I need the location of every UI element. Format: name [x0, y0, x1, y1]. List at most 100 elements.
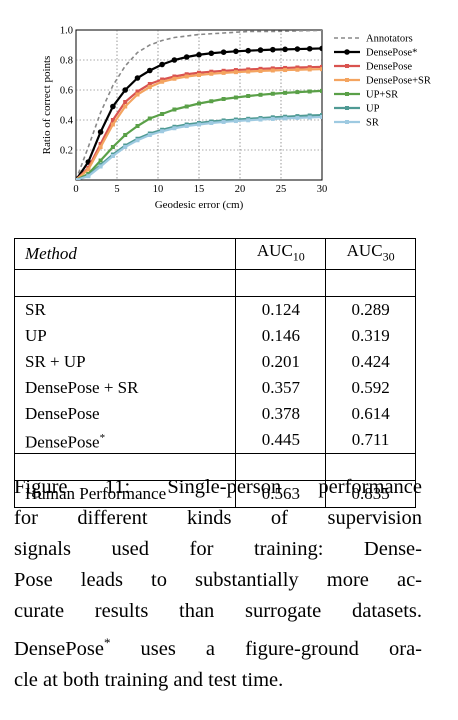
header-method: Method — [13, 238, 236, 270]
data-point — [257, 47, 264, 53]
table-spacer — [13, 269, 416, 297]
data-point — [184, 124, 189, 128]
data-point — [283, 68, 288, 73]
data-point — [246, 118, 251, 123]
header-auc10-label: AUC — [256, 241, 293, 261]
legend-marker — [345, 92, 349, 96]
caption-line6-rest: uses a figure-ground ora- — [110, 637, 422, 660]
data-point — [270, 116, 275, 121]
data-point — [220, 49, 227, 55]
data-point — [270, 46, 276, 53]
data-point — [233, 48, 239, 55]
data-point — [320, 88, 322, 93]
legend-marker — [345, 78, 349, 82]
data-point — [123, 104, 128, 109]
data-point — [306, 45, 313, 52]
caption-densepose: DensePose — [14, 637, 104, 660]
data-point — [295, 67, 300, 72]
data-point — [221, 119, 226, 124]
data-point — [110, 103, 116, 110]
data-point — [320, 64, 322, 69]
data-point — [209, 99, 214, 104]
row-auc10: 0.357 — [235, 375, 326, 401]
y-tick-label: 0.2 — [60, 146, 73, 157]
caption-line: cle at both training and test time. — [14, 668, 284, 691]
x-tick-label: 0 — [73, 184, 78, 195]
data-point — [282, 46, 288, 53]
data-point — [110, 118, 115, 122]
data-point — [221, 70, 226, 75]
row-auc30: 0.289 — [325, 296, 416, 323]
data-point — [258, 92, 263, 97]
data-point — [171, 57, 178, 63]
caption-line: for different kinds of supervision — [14, 507, 422, 529]
data-point — [270, 66, 275, 71]
results-table: Method AUC10 AUC30 SR 0.124 0.289 UP 0.1… — [13, 238, 416, 508]
data-point — [295, 65, 300, 70]
x-tick-labels: 0 5 10 15 20 25 30 — [73, 184, 327, 195]
data-point — [98, 158, 103, 163]
data-point — [147, 116, 152, 121]
row-auc30: 0.614 — [325, 401, 416, 427]
data-point — [86, 167, 91, 172]
footer-method: Human Performance — [13, 480, 236, 508]
data-point — [183, 54, 190, 60]
y-tick-label: 0.4 — [60, 116, 74, 127]
data-point — [221, 97, 226, 101]
legend-label: Annotators — [366, 34, 413, 45]
table-header-row: Method AUC10 AUC30 — [13, 238, 416, 270]
data-point — [98, 142, 103, 146]
data-point — [258, 68, 263, 73]
y-tick-labels: 0.2 0.4 0.6 0.8 1.0 — [60, 26, 74, 157]
performance-chart: 0 5 10 15 20 25 30 0.2 0.4 0.6 0.8 1.0 Geodesic er… — [41, 26, 431, 212]
caption-line: Figure 11: Single-person performance — [14, 476, 422, 498]
data-point — [98, 145, 103, 149]
data-point — [172, 74, 177, 79]
data-point — [283, 65, 288, 70]
legend-marker — [345, 64, 349, 68]
legend-label: DensePose — [366, 62, 412, 73]
x-tick-label: 30 — [317, 184, 328, 195]
data-point — [159, 61, 165, 68]
legend-marker — [344, 49, 350, 55]
data-point — [209, 71, 214, 76]
data-point — [135, 89, 140, 94]
legend-label: DensePose+SR — [366, 76, 431, 87]
row-method: SR + UP — [13, 349, 236, 375]
data-point — [123, 100, 128, 104]
row-method-sup: * — [99, 431, 106, 444]
data-point — [122, 87, 128, 93]
header-auc30-label: AUC — [346, 241, 383, 261]
data-point — [160, 129, 165, 134]
data-point — [97, 129, 104, 135]
data-point — [147, 133, 152, 137]
data-point — [233, 68, 238, 73]
caption-line: Pose leads to substantially more ac- — [14, 569, 422, 591]
row-auc30: 0.711 — [325, 427, 416, 454]
data-point — [147, 85, 152, 89]
data-point — [295, 90, 300, 95]
data-point — [184, 74, 189, 79]
footer-auc10: 0.563 — [235, 480, 326, 508]
x-tick-label: 5 — [114, 184, 119, 195]
table-row: DensePose + SR 0.357 0.592 — [13, 375, 416, 401]
data-point — [294, 46, 301, 52]
table-spacer — [13, 453, 416, 481]
data-point — [135, 138, 140, 143]
data-point — [147, 67, 153, 74]
data-point — [283, 116, 288, 121]
data-point — [246, 94, 251, 98]
data-point — [172, 107, 177, 112]
data-point — [172, 126, 177, 131]
data-point — [134, 75, 141, 81]
data-point — [270, 91, 275, 96]
header-auc10-sub: 10 — [292, 249, 305, 264]
y-tick-label: 0.8 — [60, 56, 73, 67]
table-row: SR 0.124 0.289 — [13, 296, 416, 323]
row-auc10: 0.146 — [235, 323, 326, 349]
legend-label: UP+SR — [366, 90, 398, 101]
data-point — [197, 122, 201, 127]
data-point — [307, 89, 312, 94]
caption-line: curate results than surrogate datasets. — [14, 600, 422, 622]
x-tick-label: 25 — [276, 184, 287, 195]
